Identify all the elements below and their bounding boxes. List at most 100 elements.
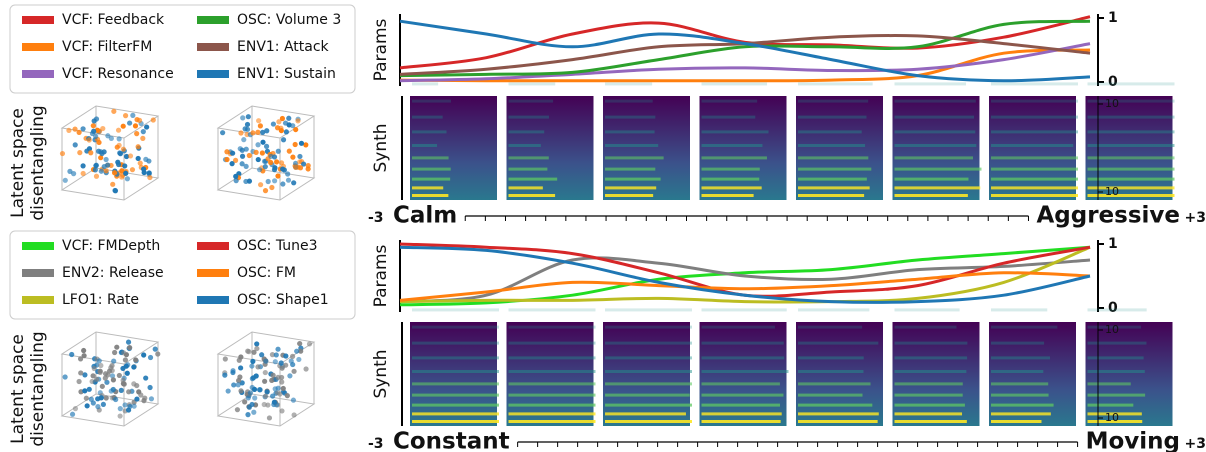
scatter-dot [250,376,255,381]
scatter-dot [280,166,285,171]
scatter-dot [60,151,65,156]
spectrogram [1086,82,1175,200]
scatter-3d [218,332,314,426]
spectrogram-band [412,156,449,159]
spectrogram-band [991,356,1050,359]
scatter-dot [113,188,118,193]
scatter-dot [240,154,245,159]
scatter-dot [73,142,78,147]
spectrogram-band [1088,82,1175,85]
scatter-dot [235,407,240,412]
spectrogram-band [895,178,969,181]
spectrogram [410,82,497,200]
legend-swatch [197,296,229,304]
scatter-dot [101,402,106,407]
scatter-dot [123,171,128,176]
spectrogram-band [412,342,499,345]
spectrogram-band [895,186,981,189]
scatter-dot [131,381,136,386]
spectrogram-band [991,370,1043,373]
spectrogram-band [702,394,784,397]
spectrogram-band [605,370,692,373]
spectrogram-band [1088,186,1175,189]
scatter-dot [111,377,116,382]
scatter-dot [283,120,288,125]
left-label: Latent space [8,334,28,444]
spectrogram-band [702,130,769,133]
spectrogram-band [605,144,658,147]
scatter-dot [257,387,262,392]
scatter-dot [297,154,302,159]
spectrogram-band [702,342,784,345]
spectrogram-band [412,420,499,423]
legend-swatch [22,16,54,24]
x-tick-label: -3 [368,436,384,452]
spectrogram-band [509,178,558,181]
image-tick-label: 10 [1105,411,1119,424]
scatter-dot [93,134,98,139]
spectrogram-band [605,412,686,415]
scatter-dot [88,150,93,155]
spectrogram-band [895,382,963,385]
scatter-dot [84,396,89,401]
scatter-dot [91,129,96,134]
spectrogram-band [1088,404,1134,407]
scatter-dot [276,119,281,124]
spectrogram-band [991,342,1044,345]
scatter-dot [137,118,142,123]
scatter-dot [270,393,275,398]
spectrogram-band [991,412,1051,415]
scatter-dot [276,149,281,154]
spectrogram-band [509,382,596,385]
scatter-dot [241,137,246,142]
spectrogram-band [798,178,867,181]
scatter-dot [230,370,235,375]
scatter-dot [113,397,118,402]
spectrogram-band [509,156,549,159]
scatter-dot [283,353,288,358]
figure: VCF: FeedbackVCF: FilterFMVCF: Resonance… [0,0,1206,452]
scatter-dot [246,395,251,400]
spectrogram-band [798,412,879,415]
spectrogram-band [509,412,596,415]
spectrogram-band [991,420,1041,423]
scatter-dot [77,130,82,135]
scatter-dot [252,395,257,400]
spectrogram-band [509,168,548,171]
scatter-dot [70,412,75,417]
spectrogram-band [702,178,760,181]
scatter-dot [118,413,123,418]
spectrogram-bg [1086,322,1173,426]
scatter-dot [224,149,229,154]
scatter-dot [85,403,90,408]
scatter-dot [244,164,249,169]
scatter-dot [258,182,263,187]
spectrogram-band [412,186,443,189]
spectrogram-band [1088,168,1175,171]
scatter-dot [275,375,280,380]
scatter-dot [267,415,272,420]
spectrogram-band [702,82,768,85]
spectrogram-band [895,156,973,159]
scatter-dot [144,124,149,129]
spectrogram-band [1088,156,1175,159]
scatter-dot [147,175,152,180]
scatter-dot [299,141,304,146]
scatter-dot [220,130,225,135]
scatter-dot [250,359,255,364]
scatter-dot [246,114,251,119]
scatter-dot [77,150,82,155]
scatter-dot [112,170,117,175]
scatter-dot [238,130,243,135]
spectrogram-band [509,370,596,373]
scatter-dot [243,179,248,184]
scatter-dot [245,412,250,417]
scatter-dot [126,340,131,345]
spectrogram-band [1088,370,1145,373]
image-tick-label: 10 [1105,97,1119,110]
spectrogram-band [991,394,1049,397]
scatter-dot [255,364,260,369]
spectrogram-band [412,308,499,311]
spectrogram-band [605,130,655,133]
spectrogram-band [702,186,762,189]
